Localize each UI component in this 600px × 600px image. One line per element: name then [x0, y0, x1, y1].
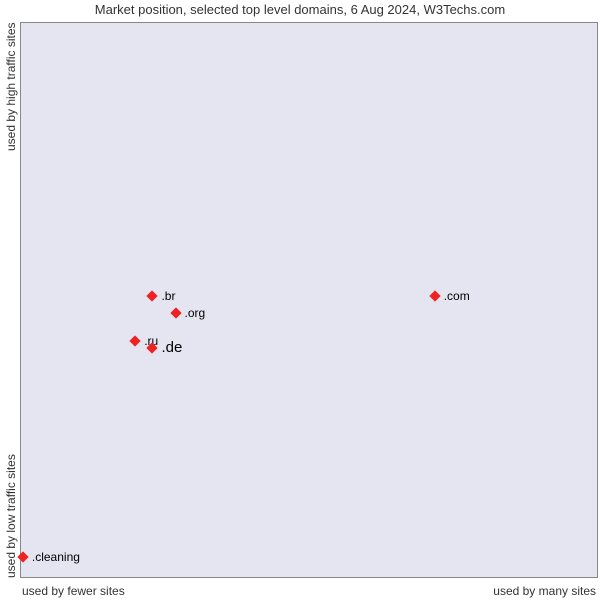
diamond-marker-icon: [170, 307, 181, 318]
x-axis-high-label: used by many sites: [493, 584, 596, 598]
diamond-marker-icon: [147, 291, 158, 302]
scatter-chart: Market position, selected top level doma…: [0, 0, 600, 600]
data-point: .br: [148, 289, 175, 303]
diamond-marker-icon: [147, 342, 158, 353]
data-point: .cleaning: [19, 550, 80, 564]
diamond-marker-icon: [429, 291, 440, 302]
data-point: .de: [148, 339, 182, 356]
chart-title: Market position, selected top level doma…: [0, 2, 600, 17]
data-point-label: .br: [161, 289, 175, 303]
y-axis-high-label: used by high traffic sites: [4, 22, 18, 300]
y-axis-low-label: used by low traffic sites: [4, 300, 18, 578]
data-point-label: .cleaning: [32, 550, 80, 564]
data-point-label: .org: [185, 306, 206, 320]
plot-area: .com.br.org.ru.de.cleaning: [20, 22, 598, 578]
diamond-marker-icon: [130, 335, 141, 346]
data-point: .com: [431, 289, 470, 303]
data-point-label: .com: [444, 289, 470, 303]
data-point: .org: [172, 306, 206, 320]
data-point-label: .de: [161, 339, 182, 356]
diamond-marker-icon: [17, 551, 28, 562]
x-axis-low-label: used by fewer sites: [22, 584, 125, 598]
